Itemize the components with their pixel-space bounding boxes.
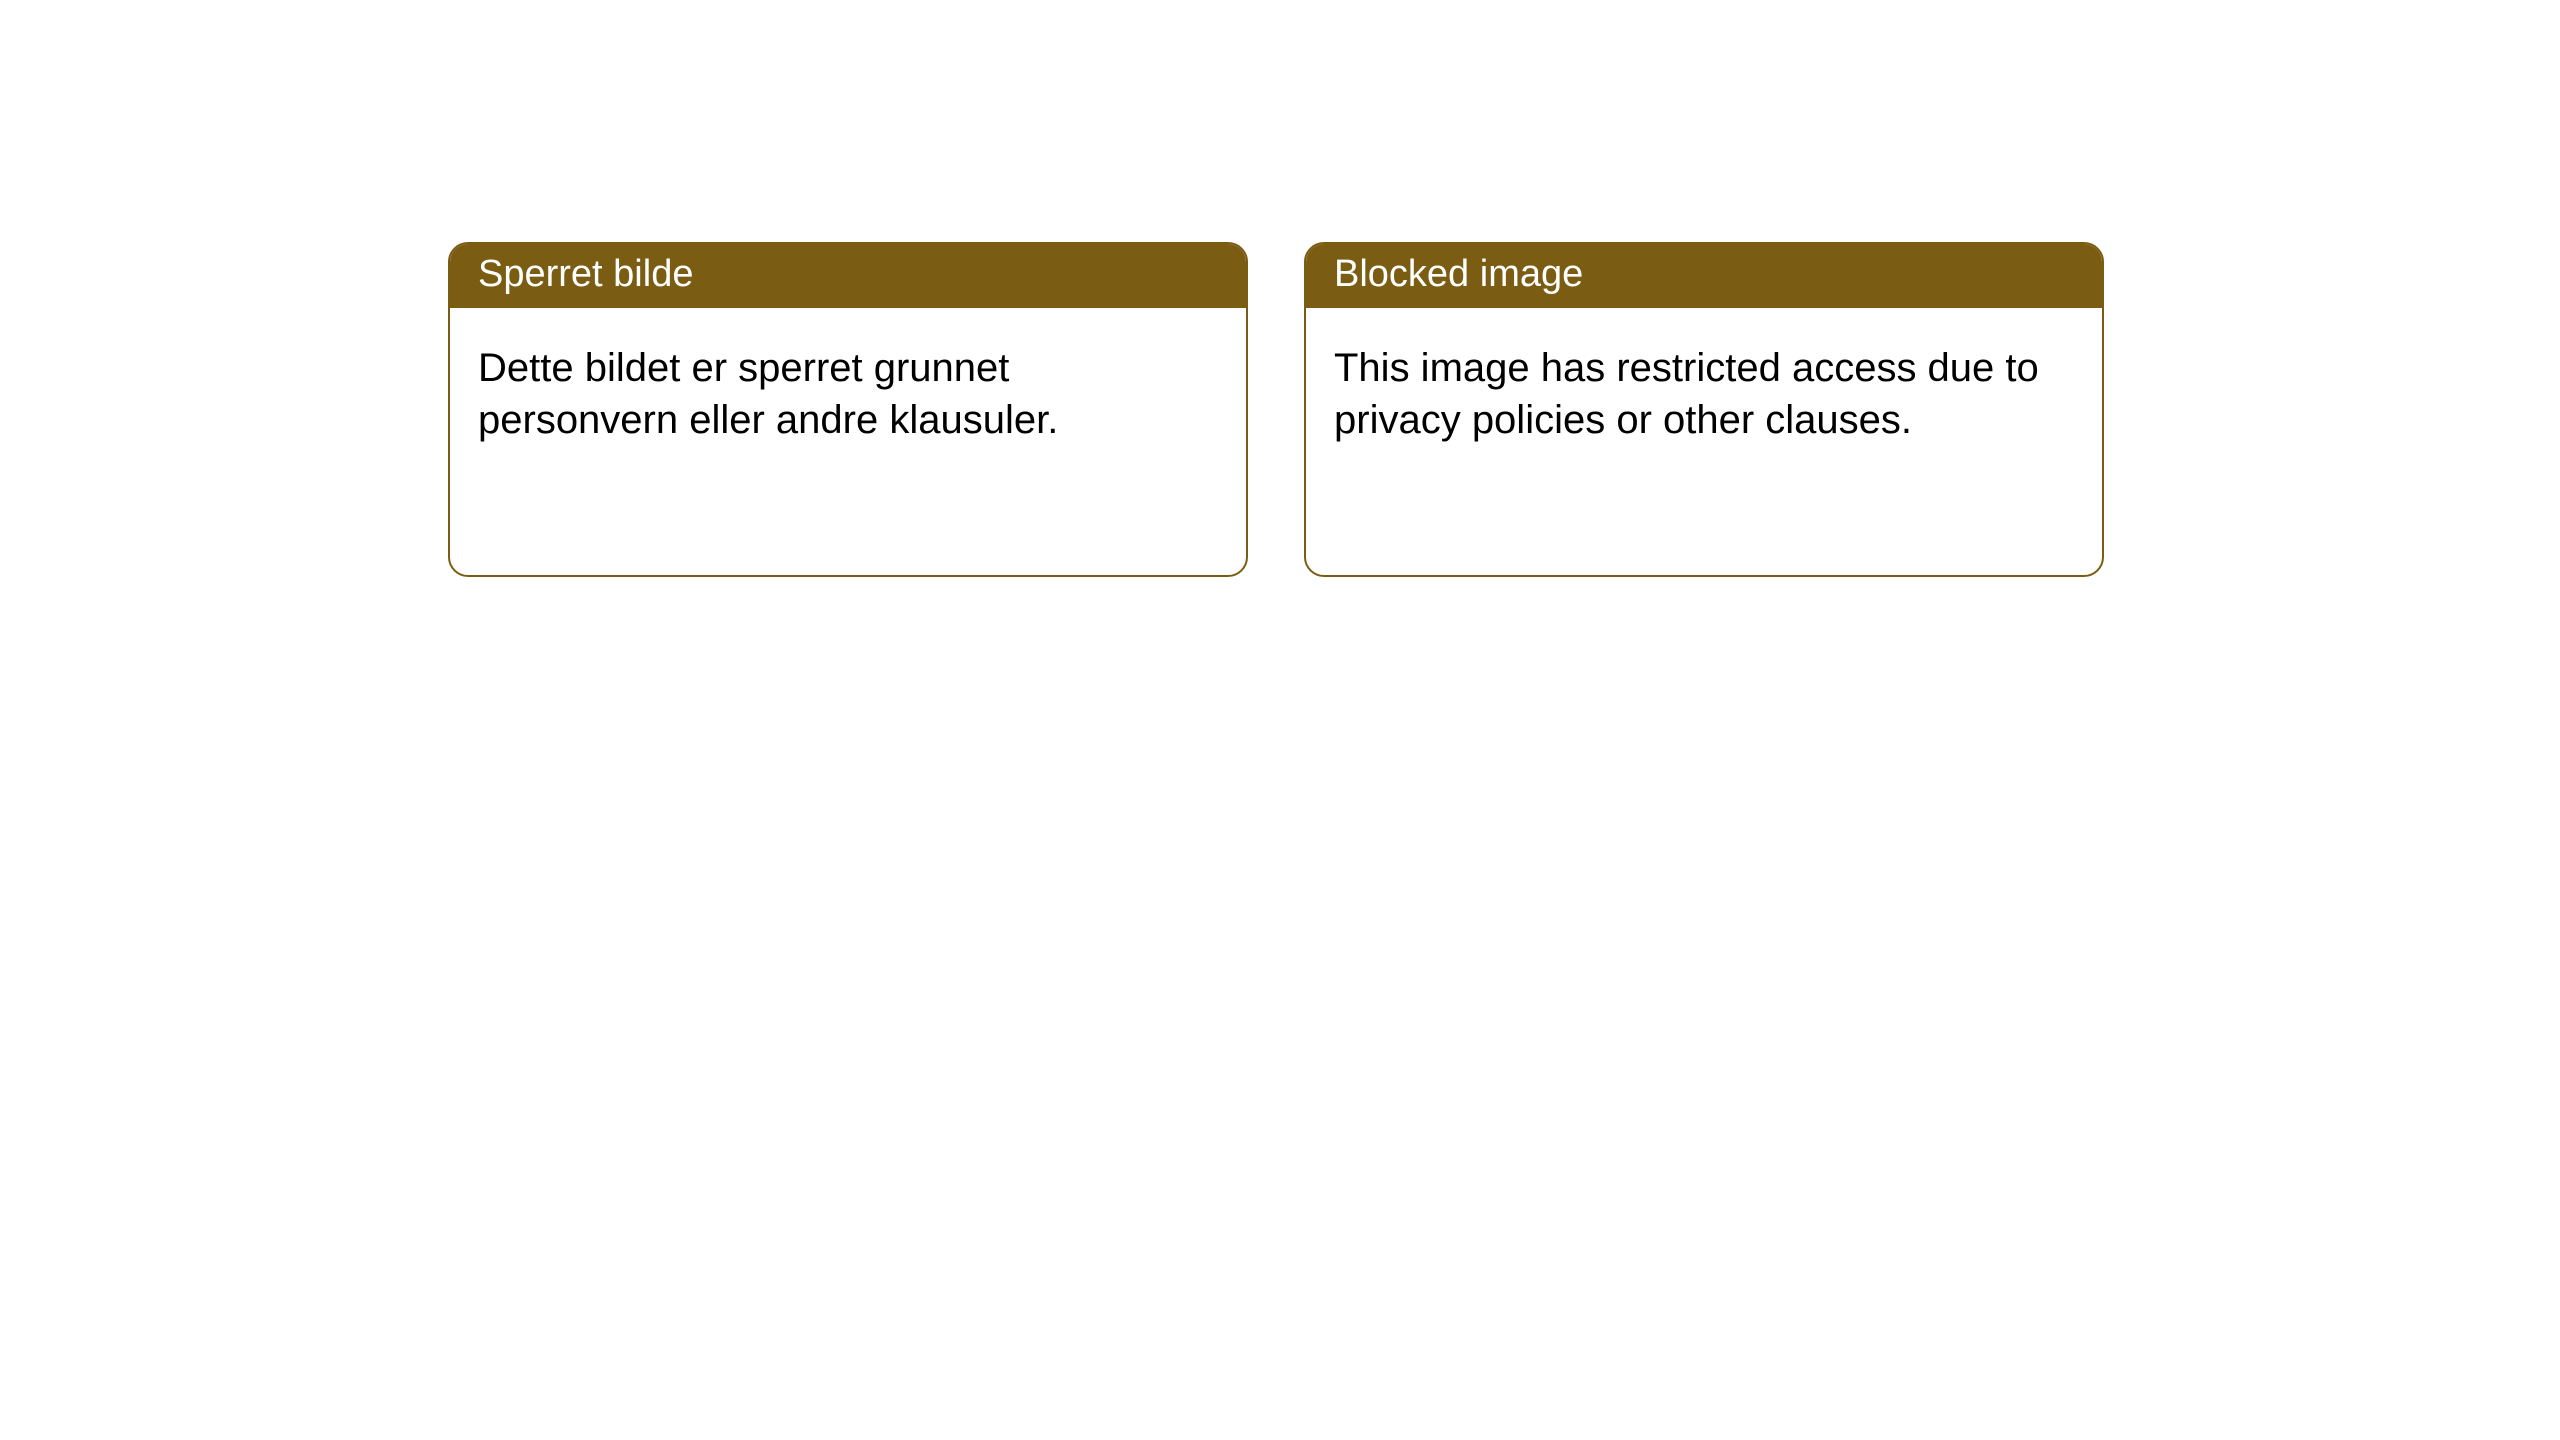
card-title: Blocked image [1306,244,2102,308]
card-title: Sperret bilde [450,244,1246,308]
blocked-notice-card-en: Blocked image This image has restricted … [1304,242,2104,577]
card-body-text: This image has restricted access due to … [1306,308,2102,474]
notice-container: Sperret bilde Dette bildet er sperret gr… [0,0,2560,577]
card-body-text: Dette bildet er sperret grunnet personve… [450,308,1246,474]
blocked-notice-card-no: Sperret bilde Dette bildet er sperret gr… [448,242,1248,577]
